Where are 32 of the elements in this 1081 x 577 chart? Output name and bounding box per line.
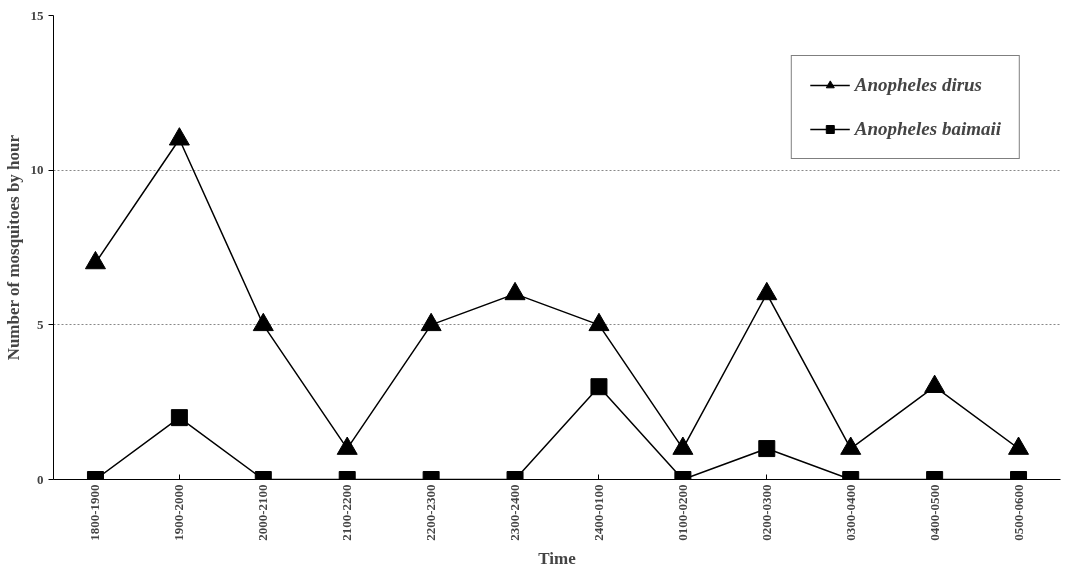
legend-label: Anopheles baimaii: [854, 118, 1001, 140]
point: [1008, 436, 1030, 455]
point: [252, 312, 274, 332]
point: [924, 374, 946, 393]
y-tick-label: 5: [37, 316, 44, 332]
point: [420, 312, 442, 332]
x-tick-label: 1900-2000: [171, 484, 187, 541]
point: [588, 312, 610, 332]
x-tick-label: 1800-1900: [87, 484, 103, 541]
x-tick-label: 0400-0500: [926, 484, 942, 541]
x-tick-label: 2200-2300: [423, 484, 439, 541]
x-tick-label: 2100-2200: [339, 484, 355, 541]
y-tick-label: 15: [30, 7, 44, 23]
x-axis-title: Time: [538, 548, 577, 568]
y-axis-title: Number of mosquitoes by hour: [3, 134, 23, 361]
point: [336, 436, 358, 455]
x-tick-label: 2300-2400: [507, 484, 523, 541]
legend-label: Anopheles dirus: [854, 74, 983, 96]
y-tick-label: 0: [37, 471, 44, 487]
x-tick-label: 0300-0400: [842, 484, 858, 541]
point: [672, 436, 694, 455]
point: [168, 127, 190, 146]
x-tick-label: 0500-0600: [1010, 484, 1026, 541]
x-tick-label: 2000-2100: [255, 484, 271, 541]
y-tick-label: 10: [30, 162, 44, 178]
x-tick-label: 2400-0100: [590, 484, 606, 541]
point: [756, 281, 778, 301]
x-tick-label: 0100-0200: [674, 484, 690, 541]
point: [84, 250, 106, 270]
point: [504, 281, 526, 301]
x-tick-label: 0200-0300: [758, 484, 774, 541]
point: [840, 436, 862, 455]
